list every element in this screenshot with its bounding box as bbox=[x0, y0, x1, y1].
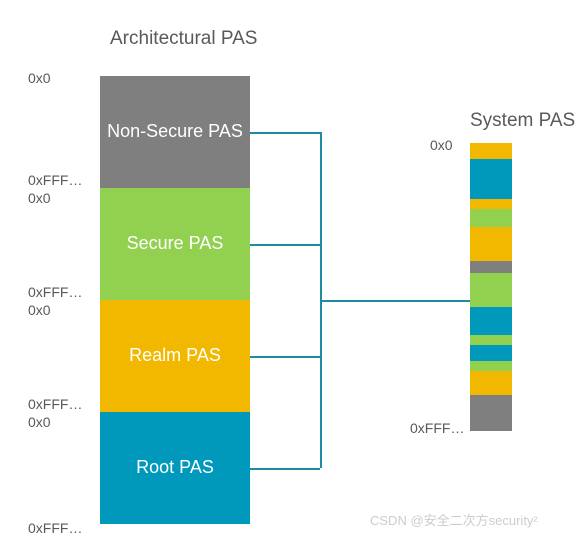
addr-end-1: 0xFFF… bbox=[28, 284, 82, 300]
sys-seg bbox=[470, 361, 512, 371]
sys-seg bbox=[470, 395, 512, 431]
watermark: CSDN @安全二次方security² bbox=[370, 510, 538, 529]
addr-start-2: 0x0 bbox=[28, 302, 51, 318]
connector-h-3 bbox=[250, 468, 320, 470]
addr-end-3: 0xFFF… bbox=[28, 520, 82, 536]
sys-seg bbox=[470, 273, 512, 307]
arch-block-nonsecure: Non-Secure PAS bbox=[100, 76, 250, 188]
sys-seg bbox=[470, 261, 512, 273]
sys-addr-bottom: 0xFFF… bbox=[410, 420, 464, 436]
sys-seg bbox=[470, 199, 512, 209]
addr-start-1: 0x0 bbox=[28, 190, 51, 206]
arch-block-root: Root PAS bbox=[100, 412, 250, 524]
arch-block-label: Non-Secure PAS bbox=[107, 120, 243, 143]
arch-block-label: Secure PAS bbox=[127, 232, 224, 255]
sys-seg bbox=[470, 345, 512, 361]
sys-seg bbox=[470, 371, 512, 395]
arch-block-label: Realm PAS bbox=[129, 344, 221, 367]
sys-seg bbox=[470, 159, 512, 199]
sys-seg bbox=[470, 307, 512, 335]
sys-seg bbox=[470, 227, 512, 261]
arch-block-label: Root PAS bbox=[136, 456, 214, 479]
arch-block-realm: Realm PAS bbox=[100, 300, 250, 412]
connector-h-0 bbox=[250, 132, 320, 134]
connector-h-1 bbox=[250, 244, 320, 246]
sys-seg bbox=[470, 143, 512, 159]
system-title: System PAS bbox=[470, 110, 575, 132]
system-pas-column bbox=[470, 143, 512, 431]
connector-h-2 bbox=[250, 356, 320, 358]
sys-addr-top: 0x0 bbox=[430, 137, 453, 153]
sys-seg bbox=[470, 209, 512, 227]
addr-end-0: 0xFFF… bbox=[28, 172, 82, 188]
addr-end-2: 0xFFF… bbox=[28, 396, 82, 412]
addr-start-3: 0x0 bbox=[28, 414, 51, 430]
arch-block-secure: Secure PAS bbox=[100, 188, 250, 300]
connector-out bbox=[320, 300, 470, 302]
addr-start-0: 0x0 bbox=[28, 70, 51, 86]
sys-seg bbox=[470, 335, 512, 345]
architectural-title: Architectural PAS bbox=[110, 28, 257, 50]
